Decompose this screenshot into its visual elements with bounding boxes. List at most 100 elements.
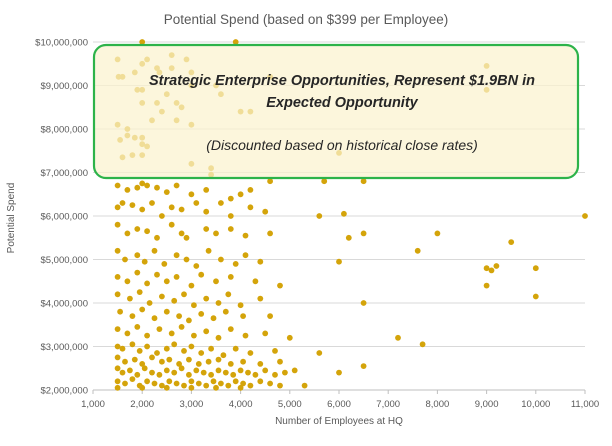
data-point — [193, 200, 200, 206]
axes: $2,000,000 $3,000,000 $4,000,000 $5,000,000… — [35, 38, 599, 411]
data-point — [414, 247, 421, 254]
data-point — [117, 308, 123, 315]
data-point — [136, 348, 143, 354]
data-point — [395, 334, 401, 341]
data-point — [240, 380, 247, 387]
data-point — [124, 230, 131, 237]
data-point — [215, 367, 222, 374]
y-tick-label: $10,000,000 — [35, 38, 88, 49]
data-point — [126, 367, 133, 374]
data-point — [144, 182, 151, 189]
y-tick-label: $6,000,000 — [40, 212, 88, 223]
data-point — [178, 324, 185, 330]
data-point — [114, 326, 121, 332]
data-point — [321, 178, 328, 185]
data-point — [203, 208, 210, 215]
data-point — [195, 361, 202, 367]
data-point — [227, 361, 234, 367]
data-point — [247, 187, 254, 193]
data-point — [163, 367, 170, 374]
data-point — [156, 371, 163, 378]
data-point — [122, 256, 128, 263]
data-point — [188, 384, 195, 391]
data-point — [156, 326, 163, 332]
y-tick-label: $3,000,000 — [40, 342, 88, 353]
data-point — [163, 308, 170, 315]
x-axis-title: Number of Employees at HQ — [275, 416, 403, 427]
data-point — [131, 356, 138, 363]
x-tick-label: 9,000 — [475, 399, 499, 410]
data-point — [163, 278, 170, 285]
data-point — [119, 369, 126, 376]
data-point — [114, 182, 121, 189]
data-point — [488, 267, 495, 274]
data-point — [173, 182, 180, 189]
data-point — [173, 274, 180, 280]
data-point — [181, 348, 187, 354]
data-point — [114, 365, 121, 372]
data-point — [232, 345, 239, 352]
data-point — [232, 39, 239, 45]
y-tick-label: $7,000,000 — [40, 168, 88, 179]
data-point — [237, 367, 244, 374]
data-point — [159, 382, 165, 389]
data-point — [237, 302, 244, 309]
data-point — [218, 256, 224, 263]
data-point — [198, 311, 205, 317]
data-point — [163, 189, 170, 196]
data-point — [119, 200, 126, 206]
data-point — [114, 204, 121, 211]
x-tick-label: 6,000 — [327, 399, 351, 410]
data-point — [159, 293, 165, 300]
data-point — [286, 334, 293, 341]
data-point — [434, 230, 441, 237]
data-point — [215, 356, 222, 363]
data-point — [267, 230, 273, 237]
data-point — [242, 232, 249, 239]
data-point — [227, 326, 234, 332]
callout-headline-line1: Strategic Enterprise Opportunities, Repr… — [149, 73, 535, 89]
data-point — [168, 221, 175, 228]
data-point — [360, 178, 367, 185]
data-point — [183, 234, 190, 241]
data-point — [171, 341, 178, 348]
data-point — [291, 367, 298, 374]
data-point — [176, 313, 183, 319]
x-tick-label: 4,000 — [229, 399, 253, 410]
data-point — [267, 380, 273, 387]
data-point — [178, 230, 185, 237]
data-point — [208, 371, 215, 378]
data-point — [139, 206, 146, 213]
data-point — [220, 352, 227, 359]
data-point — [193, 263, 200, 269]
data-point — [166, 378, 173, 385]
data-point — [154, 234, 160, 241]
data-point — [257, 295, 264, 302]
data-point — [163, 384, 170, 391]
data-point — [114, 384, 121, 391]
data-point — [493, 263, 500, 269]
data-point — [198, 271, 205, 278]
data-point — [129, 341, 136, 348]
data-point — [336, 369, 342, 376]
data-point — [151, 380, 158, 387]
data-point — [210, 315, 217, 322]
data-point — [203, 187, 210, 193]
data-point — [159, 213, 165, 219]
data-point — [341, 210, 347, 217]
data-point — [232, 261, 239, 267]
data-point — [237, 384, 244, 391]
data-point — [139, 306, 146, 313]
data-point — [213, 384, 219, 391]
y-tick-label: $8,000,000 — [40, 125, 88, 136]
data-point — [252, 371, 259, 378]
chart-title: Potential Spend (based on $399 per Emplo… — [164, 12, 448, 27]
data-point — [272, 371, 278, 378]
data-point — [215, 300, 222, 306]
data-point — [134, 226, 141, 232]
data-point — [139, 384, 146, 391]
data-point — [122, 380, 128, 387]
data-point — [237, 191, 244, 198]
data-point — [247, 382, 254, 389]
